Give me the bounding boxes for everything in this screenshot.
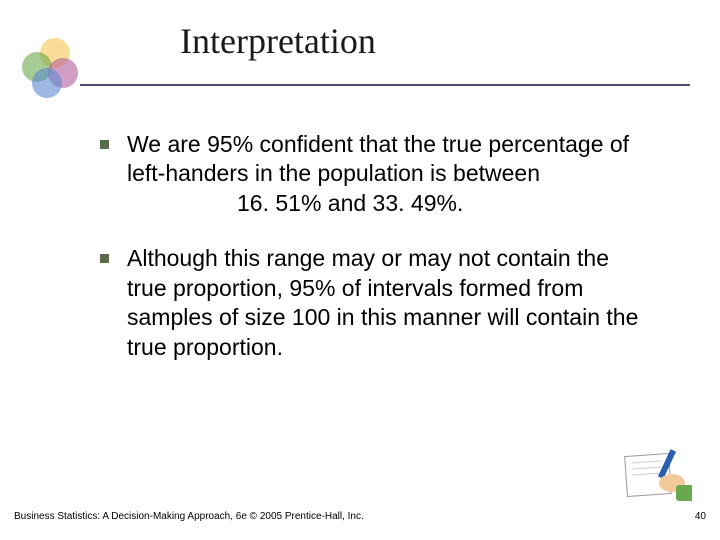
- title-underline: [80, 84, 690, 86]
- bullet-line1: We are 95% confident that the true perce…: [127, 131, 629, 186]
- slide: Interpretation We are 95% confident that…: [0, 0, 720, 540]
- bullet-text: Although this range may or may not conta…: [127, 244, 650, 362]
- clipart-svg: [622, 447, 692, 502]
- hand-writing-clipart: [622, 447, 692, 502]
- footer-citation: Business Statistics: A Decision-Making A…: [14, 511, 364, 522]
- content-area: We are 95% confident that the true perce…: [0, 80, 720, 362]
- slide-title: Interpretation: [180, 20, 680, 62]
- bullet-marker-icon: [100, 254, 109, 263]
- footer: Business Statistics: A Decision-Making A…: [14, 511, 706, 522]
- bullet-marker-icon: [100, 140, 109, 149]
- bullet-text: We are 95% confident that the true perce…: [127, 130, 650, 218]
- bullet-item: We are 95% confident that the true perce…: [100, 130, 650, 218]
- page-number: 40: [695, 511, 706, 522]
- bullet-line1: Although this range may or may not conta…: [127, 245, 638, 359]
- bullet-line2: 16. 51% and 33. 49%.: [127, 189, 650, 218]
- title-area: Interpretation: [0, 20, 720, 80]
- bullet-item: Although this range may or may not conta…: [100, 244, 650, 362]
